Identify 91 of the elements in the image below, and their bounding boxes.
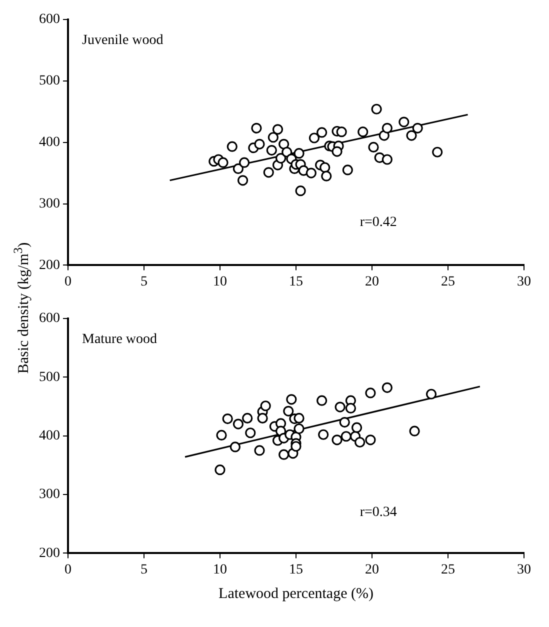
point: [406, 130, 417, 141]
point: [283, 406, 294, 416]
annotation: r=0.34: [360, 504, 397, 520]
point: [398, 116, 410, 128]
point: [316, 127, 328, 138]
point: [368, 142, 379, 153]
point: [339, 417, 350, 428]
point: [358, 126, 368, 138]
point: [232, 163, 244, 174]
point: [332, 434, 342, 446]
point: [316, 395, 328, 406]
point: [382, 382, 392, 393]
y-tick-label: 500: [39, 370, 60, 385]
point: [354, 436, 366, 448]
y-tick-label: 600: [39, 12, 60, 28]
point: [230, 442, 240, 452]
x-tick-label: 15: [289, 274, 303, 290]
point: [218, 157, 228, 168]
y-tick-label: 300: [39, 487, 60, 502]
point: [306, 168, 316, 178]
x-tick-label: 5: [140, 562, 148, 578]
point: [412, 122, 423, 134]
point: [409, 426, 420, 436]
point: [263, 167, 274, 178]
point: [276, 152, 286, 164]
point: [260, 400, 271, 412]
point: [382, 154, 392, 165]
point: [254, 445, 265, 456]
y-tick-label: 400: [39, 134, 60, 150]
point: [334, 402, 346, 412]
point: [426, 388, 437, 400]
x-tick-label: 20: [365, 274, 379, 290]
point: [216, 430, 227, 441]
point: [214, 464, 226, 476]
point: [278, 138, 290, 150]
point: [365, 388, 376, 398]
point: [251, 122, 262, 134]
point: [245, 428, 256, 438]
x-tick-label: 25: [441, 274, 455, 290]
x-tick-label: 10: [213, 562, 227, 578]
annotation: Mature wood: [82, 332, 158, 348]
point: [272, 124, 284, 135]
y-tick-label: 500: [39, 74, 60, 89]
point: [257, 412, 268, 424]
point: [278, 449, 290, 460]
point: [295, 186, 306, 196]
point: [254, 138, 265, 150]
x-tick-label: 5: [140, 274, 148, 290]
point: [290, 441, 302, 452]
point: [352, 422, 362, 433]
point: [286, 394, 297, 405]
x-tick-label: 25: [441, 562, 455, 578]
point: [222, 413, 233, 424]
point: [242, 412, 253, 424]
x-tick-label: 20: [365, 562, 379, 578]
annotation: Juvenile wood: [82, 33, 164, 48]
point: [238, 175, 248, 186]
x-tick-label: 30: [517, 562, 531, 578]
y-tick-label: 200: [39, 258, 60, 273]
y-tick-label: 200: [39, 546, 60, 561]
point: [294, 148, 304, 159]
y-tick-label: 600: [39, 311, 60, 326]
point: [268, 132, 278, 143]
point: [365, 434, 376, 446]
point: [239, 157, 250, 168]
point: [294, 412, 304, 424]
annotation: r=0.42: [360, 214, 397, 230]
point: [336, 126, 347, 138]
point: [308, 132, 320, 144]
point: [232, 418, 244, 430]
point: [342, 164, 353, 176]
y-tick-label: 400: [39, 428, 60, 444]
point: [340, 431, 352, 442]
point: [320, 162, 330, 173]
point: [432, 146, 443, 158]
y-tick-label: 300: [39, 196, 60, 212]
point: [382, 122, 392, 134]
point: [318, 429, 329, 440]
point: [345, 402, 356, 414]
x-tick-label: 30: [517, 274, 531, 290]
x-tick-label: 10: [213, 274, 227, 290]
point: [321, 170, 332, 182]
x-tick-label: 0: [64, 562, 72, 578]
x-axis-title: Latewood percentage (%): [218, 586, 374, 602]
point: [266, 144, 277, 156]
x-tick-label: 0: [64, 274, 72, 290]
point: [294, 423, 304, 434]
x-tick-label: 15: [289, 562, 303, 578]
point: [226, 141, 238, 152]
point: [332, 146, 342, 157]
point: [371, 104, 382, 114]
